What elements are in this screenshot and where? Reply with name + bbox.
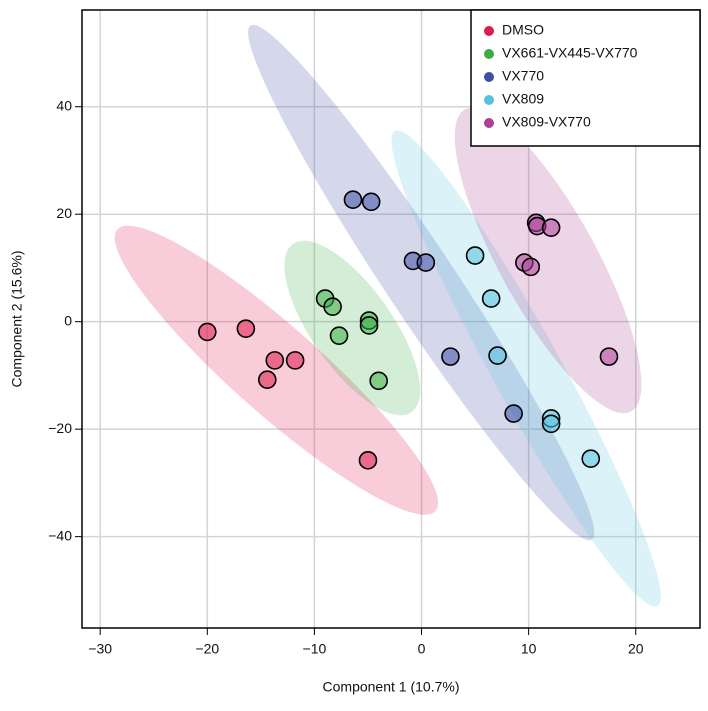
point (541, 218, 561, 237)
point (465, 246, 485, 265)
point (329, 326, 349, 345)
point (257, 370, 277, 390)
legend-label: VX809 (502, 91, 544, 107)
legend-swatch (484, 49, 494, 59)
point (488, 346, 507, 365)
point (285, 351, 305, 370)
y-tick-label: −20 (48, 420, 72, 436)
confidence-ellipse (454, 107, 642, 414)
legend-swatch (484, 118, 494, 128)
y-tick-label: −40 (48, 527, 72, 543)
plot-frame (81, 9, 701, 629)
x-tick-label: −20 (195, 641, 219, 657)
legend-label: VX809-VX770 (502, 114, 591, 130)
point (541, 414, 561, 434)
point (323, 297, 342, 316)
point (581, 449, 601, 469)
x-axis-label: Component 1 (10.7%) (323, 679, 460, 695)
confidence-ellipse (114, 225, 439, 515)
legend-box (470, 9, 701, 147)
point (504, 404, 523, 423)
x-tick-label: 20 (628, 641, 644, 657)
confidence-ellipse (284, 240, 421, 416)
x-tick-label: 0 (418, 641, 426, 657)
y-axis-label: Component 2 (15.6%) (9, 251, 25, 388)
point (521, 257, 541, 277)
x-tick-label: 10 (521, 641, 537, 657)
point (358, 451, 378, 470)
legend-label: VX661-VX445-VX770 (502, 45, 638, 61)
point (359, 316, 379, 335)
x-tick-label: −30 (88, 641, 112, 657)
y-tick-label: 0 (64, 312, 72, 328)
point (361, 192, 381, 212)
point (441, 347, 460, 366)
legend-label: DMSO (502, 22, 544, 38)
legend-label: VX770 (502, 68, 544, 84)
point (343, 190, 363, 209)
legend-swatch (484, 95, 494, 105)
point (236, 319, 256, 338)
point (599, 347, 619, 366)
point (416, 253, 436, 272)
x-tick-label: −10 (303, 641, 327, 657)
y-tick-label: 40 (56, 97, 72, 113)
point (265, 351, 285, 370)
point (198, 322, 217, 342)
legend-swatch (484, 26, 494, 36)
y-tick-label: 20 (56, 205, 72, 221)
point (481, 289, 501, 308)
point (369, 371, 388, 391)
legend-swatch (484, 72, 494, 82)
confidence-ellipse (391, 130, 661, 607)
